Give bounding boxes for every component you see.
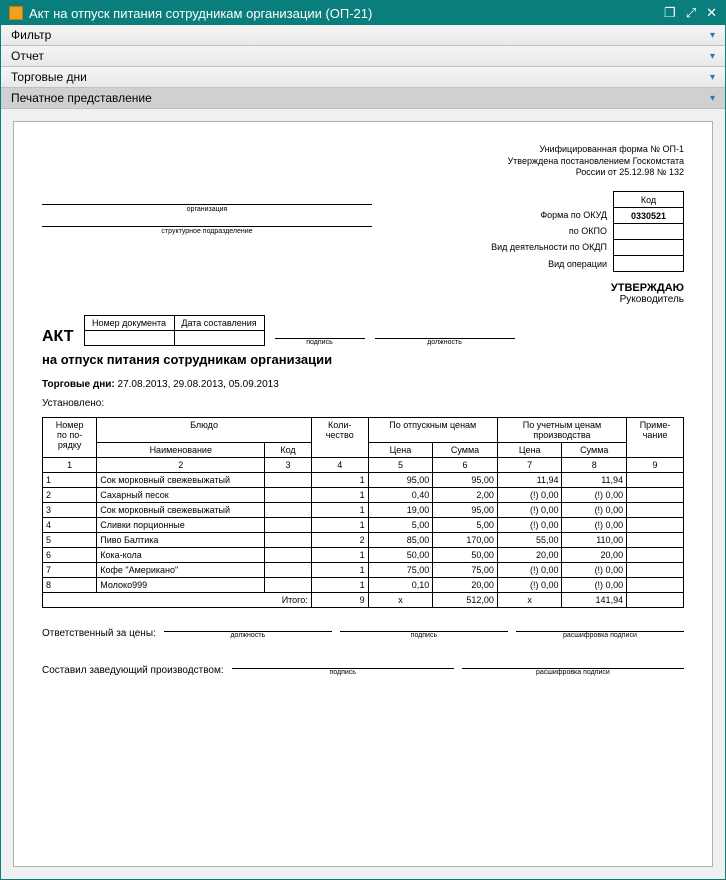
table-row: 6Кока-кола150,0050,0020,0020,00 (43, 548, 684, 563)
panel-print-view-label: Печатное представление (11, 91, 152, 105)
data-table: Номер по по- рядку Блюдо Коли- чество По… (42, 417, 684, 608)
panel-print-view[interactable]: Печатное представление ▾ (1, 88, 725, 109)
zav-sig: Составил заведующий производством: подпи… (42, 657, 684, 676)
table-row: 1Сок морковный свежевыжатый195,0095,0011… (43, 473, 684, 488)
okpo-value (614, 224, 684, 240)
oper-value (614, 256, 684, 272)
panel-filter-label: Фильтр (11, 28, 51, 42)
app-icon (9, 6, 23, 20)
chevron-down-icon: ▾ (710, 30, 715, 41)
panel-report[interactable]: Отчет ▾ (1, 46, 725, 67)
org-caption: организация (42, 206, 372, 213)
okud-value: 0330521 (614, 208, 684, 224)
panel-trade-days[interactable]: Торговые дни ▾ (1, 67, 725, 88)
resp-prices-sig: Ответственный за цены: должность подпись… (42, 620, 684, 639)
maximize-button[interactable]: ⤢ (686, 5, 696, 21)
titlebar: Акт на отпуск питания сотрудникам органи… (1, 1, 725, 25)
table-row: 7Кофе "Американо"175,0075,00(!) 0,00(!) … (43, 563, 684, 578)
totals-row: Итого: 9 x 512,00 x 141,94 (43, 593, 684, 608)
akt-title: АКТ (42, 328, 74, 346)
code-table: Код 0330521 (613, 191, 684, 272)
window-title: Акт на отпуск питания сотрудникам органи… (29, 6, 664, 21)
dept-caption: структурное подразделение (42, 228, 372, 235)
table-row: 8Молоко99910,1020,00(!) 0,00(!) 0,00 (43, 578, 684, 593)
chevron-down-icon: ▾ (710, 51, 715, 62)
table-row: 3Сок морковный свежевыжатый119,0095,00(!… (43, 503, 684, 518)
subtitle: на отпуск питания сотрудникам организаци… (42, 352, 684, 367)
document-page: Унифицированная форма № ОП-1 Утверждена … (13, 121, 713, 867)
app-window: Акт на отпуск питания сотрудникам органи… (0, 0, 726, 880)
okdp-value (614, 240, 684, 256)
chevron-down-icon: ▾ (710, 93, 715, 104)
panel-filter[interactable]: Фильтр ▾ (1, 25, 725, 46)
restore-button[interactable]: ❐ (664, 5, 676, 21)
panel-report-label: Отчет (11, 49, 44, 63)
document-area: Унифицированная форма № ОП-1 Утверждена … (1, 109, 725, 879)
table-row: 4Сливки порционные15,005,00(!) 0,00(!) 0… (43, 518, 684, 533)
trade-days-line: Торговые дни: 27.08.2013, 29.08.2013, 05… (42, 379, 684, 390)
form-reference: Унифицированная форма № ОП-1 Утверждена … (42, 144, 684, 179)
dept-field (42, 213, 372, 227)
doc-meta-table: Номер документа Дата составления (84, 315, 265, 346)
org-field (42, 191, 372, 205)
close-button[interactable]: ✕ (706, 5, 717, 21)
ustanovleno: Установлено: (42, 398, 684, 409)
table-row: 5Пиво Балтика285,00170,0055,00110,00 (43, 533, 684, 548)
table-row: 2Сахарный песок10,402,00(!) 0,00(!) 0,00 (43, 488, 684, 503)
code-labels: Форма по ОКУД по ОКПО Вид деятельности п… (491, 191, 607, 272)
approve-block: УТВЕРЖДАЮ Руководитель (42, 282, 684, 305)
panel-trade-days-label: Торговые дни (11, 70, 87, 84)
chevron-down-icon: ▾ (710, 72, 715, 83)
